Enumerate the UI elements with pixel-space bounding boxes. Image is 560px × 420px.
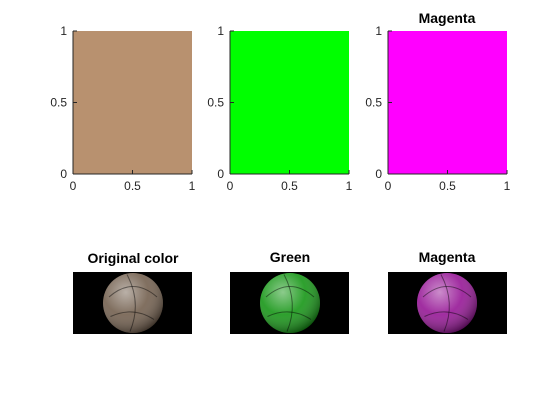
y-tick-label: 1 [375, 24, 382, 38]
volleyball-seam [265, 286, 315, 298]
volleyball-seam [108, 286, 158, 298]
x-tick-label: 0.5 [124, 179, 141, 193]
x-tick-label: 1 [504, 179, 511, 193]
volleyball-seam [440, 274, 450, 332]
volleyball-shading [260, 273, 320, 333]
y-tick-label: 0 [60, 167, 67, 181]
swatch-panel-original: 0 0.5 1 0 0.5 1 [50, 24, 195, 193]
image-panel-original: Original color [73, 250, 192, 334]
volleyball-seam [126, 274, 136, 332]
y-tick-label: 0.5 [50, 96, 67, 110]
y-tick-label: 0.5 [207, 96, 224, 110]
volleyball-shading [103, 273, 163, 333]
y-tick-label: 0 [375, 167, 382, 181]
swatch-fill-magenta [388, 31, 507, 174]
volleyball-seam [110, 311, 155, 320]
swatch-title-magenta: Magenta [419, 10, 476, 26]
swatch-axes-original: 0 0.5 1 0 0.5 1 [50, 24, 195, 193]
x-tick-label: 0 [385, 179, 392, 193]
volleyball-shading [417, 273, 477, 333]
swatch-axes-green: 0 0.5 1 0 0.5 1 [207, 24, 352, 193]
volleyball-seam [422, 286, 472, 298]
swatch-axes-magenta: 0 0.5 1 0 0.5 1 [365, 24, 510, 193]
volleyball-seam [424, 311, 469, 320]
y-tick-label: 0 [217, 167, 224, 181]
x-tick-label: 0 [227, 179, 234, 193]
image-title-magenta: Magenta [419, 249, 476, 265]
x-tick-label: 0.5 [439, 179, 456, 193]
image-panel-magenta: Magenta [388, 249, 507, 334]
swatch-panel-green: 0 0.5 1 0 0.5 1 [207, 24, 352, 193]
image-panel-green: Green [230, 249, 349, 334]
x-tick-label: 0.5 [281, 179, 298, 193]
volleyball-seam [283, 274, 293, 332]
x-tick-label: 0 [70, 179, 77, 193]
volleyball-seam [267, 311, 312, 320]
y-tick-label: 1 [60, 24, 67, 38]
x-tick-label: 1 [346, 179, 353, 193]
swatch-fill-green [230, 31, 349, 174]
y-tick-label: 0.5 [365, 96, 382, 110]
swatch-fill-original [73, 31, 192, 174]
image-title-original: Original color [87, 250, 179, 266]
swatch-panel-magenta: Magenta 0 0.5 1 0 0.5 1 [365, 10, 510, 193]
image-title-green: Green [270, 249, 310, 265]
y-tick-label: 1 [217, 24, 224, 38]
x-tick-label: 1 [189, 179, 196, 193]
